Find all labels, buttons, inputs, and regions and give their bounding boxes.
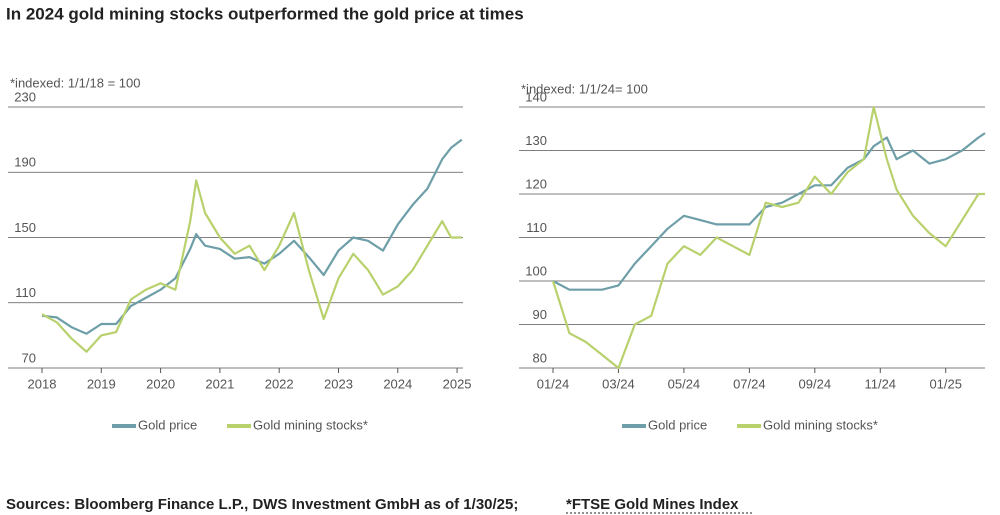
y-tick-label: 80 <box>533 350 547 365</box>
legend-label: Gold mining stocks* <box>763 417 878 432</box>
y-tick-label: 120 <box>525 176 547 191</box>
y-tick-label: 70 <box>22 350 36 365</box>
source-note: *FTSE Gold Mines Index <box>566 496 739 513</box>
source: Sources: Bloomberg Finance L.P., DWS Inv… <box>6 496 518 513</box>
y-tick-label: 230 <box>14 89 36 104</box>
legend-label: Gold price <box>138 417 197 432</box>
y-tick-label: 110 <box>15 285 36 300</box>
x-tick-label: 2018 <box>28 376 57 391</box>
x-tick-label: 01/25 <box>929 376 962 391</box>
x-tick-label: 05/24 <box>668 376 701 391</box>
y-tick-label: 110 <box>526 220 547 235</box>
x-tick-label: 03/24 <box>602 376 635 391</box>
data-line <box>41 138 463 335</box>
legend-label: Gold price <box>648 417 707 432</box>
y-tick-label: 100 <box>525 263 547 278</box>
data-line <box>551 105 985 370</box>
y-tick-label: 140 <box>525 89 547 104</box>
page-title: In 2024 gold mining stocks outperformed … <box>6 4 524 23</box>
x-tick-label: 2023 <box>324 376 353 391</box>
x-tick-label: 11/24 <box>864 376 896 391</box>
x-tick-label: 2020 <box>146 376 175 391</box>
legend-label: Gold mining stocks* <box>253 417 368 432</box>
note: *indexed: 1/1/18 = 100 <box>10 75 140 90</box>
x-tick-label: 2024 <box>383 376 412 391</box>
x-tick-label: 2025 <box>443 376 472 391</box>
x-tick-label: 01/24 <box>537 376 570 391</box>
note: *indexed: 1/1/24= 100 <box>521 81 648 96</box>
x-tick-label: 09/24 <box>799 376 832 391</box>
y-tick-label: 150 <box>14 220 36 235</box>
x-tick-label: 2022 <box>265 376 294 391</box>
x-tick-label: 07/24 <box>733 376 766 391</box>
x-tick-label: 2019 <box>87 376 116 391</box>
y-tick-label: 90 <box>533 307 547 322</box>
data-line <box>41 179 462 353</box>
data-line <box>552 132 986 291</box>
y-tick-label: 130 <box>525 133 547 148</box>
y-tick-label: 190 <box>14 155 36 170</box>
x-tick-label: 2021 <box>205 376 234 391</box>
